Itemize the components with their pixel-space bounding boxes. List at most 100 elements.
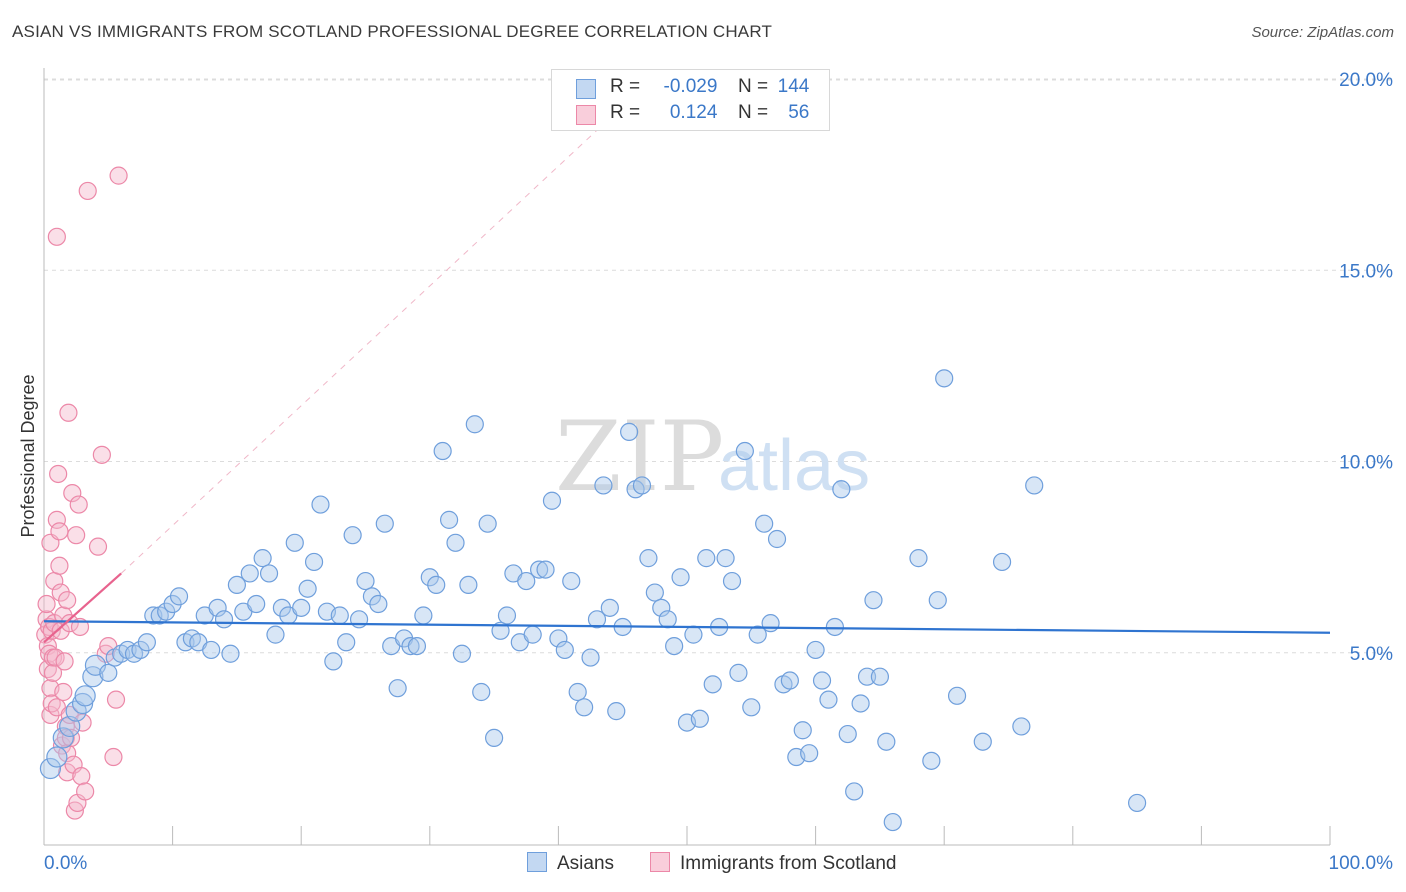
legend-r-value-asians: -0.029: [663, 76, 718, 97]
scotland-trend-line: [43, 572, 122, 644]
asians-point: [703, 675, 722, 694]
scotland-point: [58, 591, 77, 610]
asians-point: [304, 552, 324, 572]
scotland-point: [60, 614, 79, 633]
asians-point: [652, 598, 671, 617]
asians-point: [356, 571, 375, 591]
scotland-point: [78, 181, 97, 201]
scotland-point: [47, 227, 66, 246]
scotland-point: [109, 166, 128, 185]
asians-point: [883, 812, 902, 832]
asians-point: [472, 682, 491, 702]
asians-point: [517, 571, 536, 591]
asians-point: [935, 369, 954, 388]
asians-point: [46, 746, 68, 768]
asians-point: [947, 686, 967, 705]
scotland-point: [54, 682, 73, 702]
scotland-point: [55, 652, 74, 671]
legend-n-label: N =: [737, 76, 769, 97]
asians-point: [52, 727, 74, 749]
asians-point: [401, 636, 420, 656]
asians-point: [780, 671, 799, 690]
tick-labels: 5.0% 10.0% 15.0% 20.0% 0.0% 100.0%: [44, 70, 1393, 874]
asians-point: [292, 598, 311, 617]
source-label: Source: ZipAtlas.com: [1251, 24, 1394, 41]
reference-diagonal: [120, 117, 611, 574]
asians-point: [433, 441, 452, 461]
watermark: ZIP atlas: [555, 401, 870, 513]
scotland-point: [56, 728, 75, 748]
asians-point: [562, 571, 581, 591]
asians-point: [581, 648, 600, 667]
asians-point: [665, 636, 684, 656]
asians-swatch: [527, 852, 547, 872]
asians-point: [755, 514, 774, 533]
asians-point: [221, 644, 240, 663]
asians-point: [214, 610, 234, 629]
asians-point: [208, 598, 227, 617]
y-tick-label: 15.0%: [1339, 261, 1393, 282]
chart-title: ASIAN VS IMMIGRANTS FROM SCOTLAND PROFES…: [12, 22, 773, 41]
correlation-legend: R = -0.029 N = 144 R = 0.124 N = 56: [551, 69, 830, 131]
scotland-point: [92, 445, 111, 464]
y-tick-label: 20.0%: [1339, 70, 1393, 91]
x-tick-label: 0.0%: [44, 853, 87, 874]
scotland-point: [46, 648, 65, 667]
legend-n-value-scotland: 56: [788, 102, 810, 123]
asians-point: [542, 491, 562, 510]
asians-point: [349, 610, 369, 629]
legend-r-label: R =: [610, 76, 641, 97]
asians-point: [568, 682, 587, 702]
asians-point: [845, 782, 864, 801]
asians-point: [555, 640, 574, 660]
asians-point: [639, 549, 658, 568]
asians-swatch: [576, 79, 596, 99]
bottom-legend-scotland: Immigrants from Scotland: [650, 852, 896, 876]
scotland-point: [88, 537, 108, 556]
asians-point: [697, 549, 716, 568]
asians-point: [446, 533, 465, 552]
asians-point: [832, 480, 851, 499]
asians-point: [716, 549, 735, 568]
asians-point: [407, 636, 427, 656]
series-scotland-points: [36, 166, 128, 820]
asians-point: [1012, 717, 1031, 736]
asians-point: [485, 728, 504, 748]
asians-point: [722, 571, 742, 591]
scotland-point: [37, 594, 56, 614]
asians-point: [71, 692, 94, 715]
legend-r-label: R =: [610, 102, 641, 123]
asians-point: [870, 667, 890, 686]
asians-point: [427, 575, 446, 595]
asians-point: [864, 591, 883, 610]
axes: [43, 68, 1331, 846]
asians-point: [285, 533, 304, 552]
scotland-point: [63, 484, 82, 503]
asians-point: [819, 690, 838, 709]
asians-point: [928, 591, 947, 610]
asians-point: [825, 617, 844, 637]
scotland-point: [43, 663, 63, 682]
scotland-point: [67, 526, 86, 545]
asians-point: [311, 495, 330, 514]
asians-point: [594, 476, 613, 495]
asians-point: [658, 610, 677, 629]
asians-point: [439, 510, 459, 529]
asians-point: [259, 564, 279, 583]
asians-point: [324, 652, 343, 671]
asians-point: [536, 560, 555, 579]
asians-point: [459, 575, 478, 595]
asians-point: [575, 698, 594, 717]
asians-point: [973, 732, 992, 751]
asians-point: [607, 702, 626, 721]
asians-point: [266, 625, 285, 644]
asians-point: [838, 724, 857, 744]
series-asians-points: [39, 369, 1147, 832]
asians-point: [478, 514, 497, 533]
asians-point: [877, 732, 896, 751]
asians-point: [375, 514, 394, 533]
asians-point: [800, 744, 819, 763]
asians-point: [491, 621, 510, 640]
scotland-point: [76, 782, 95, 801]
